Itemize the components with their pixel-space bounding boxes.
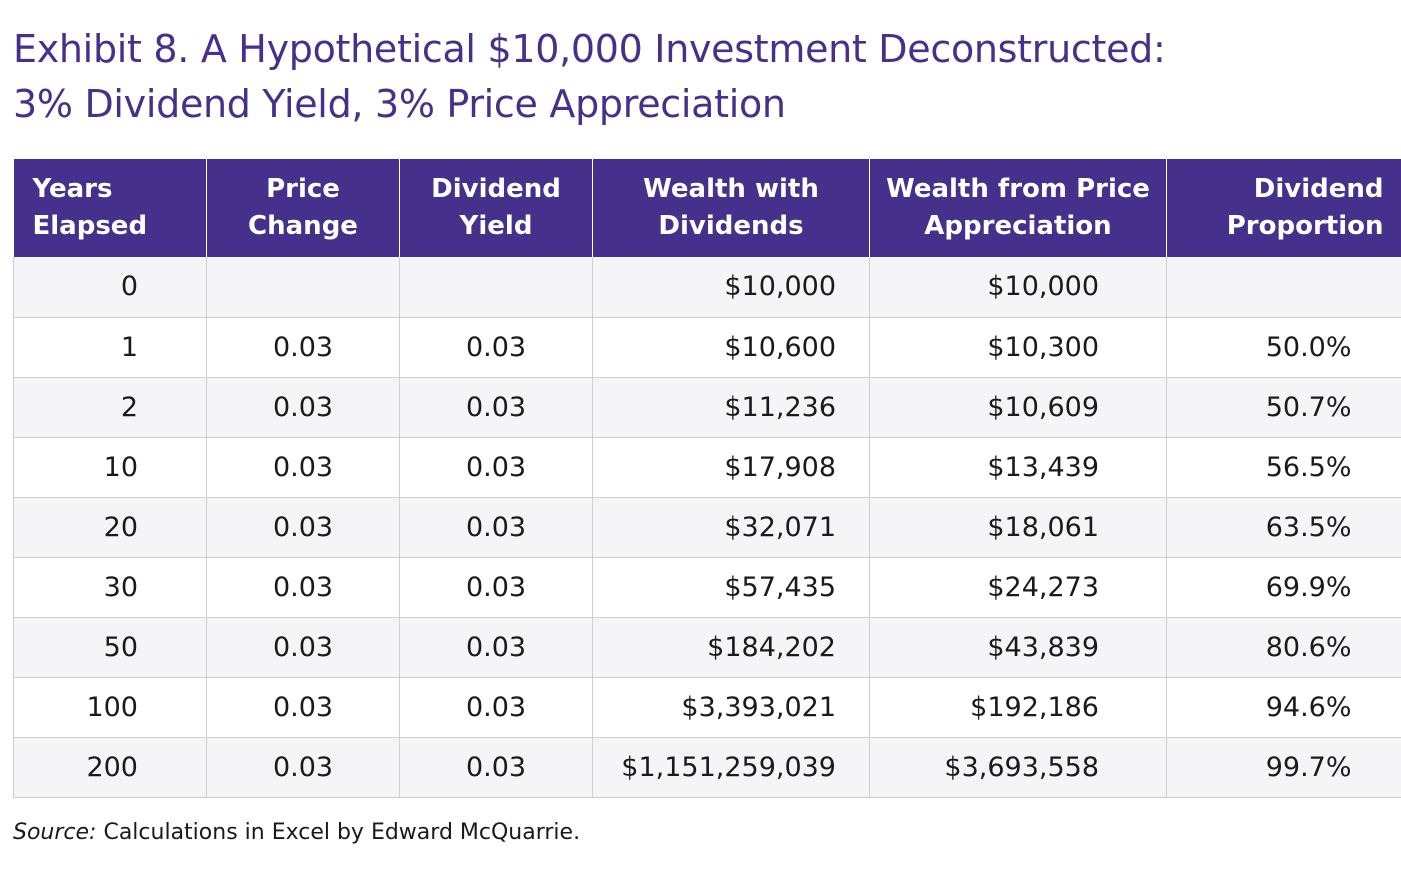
wealth-with-dividends-cell: $32,071 — [592, 497, 870, 558]
years-elapsed-cell: 30 — [13, 557, 207, 618]
dividend-yield-cell: 0.03 — [399, 737, 593, 798]
table-row: 200 0.03 0.03 $1,151,259,039 $3,693,558 99.7% — [13, 737, 1401, 798]
dividend-proportion-cell: 80.6% — [1166, 617, 1401, 678]
dividend-yield-cell: 0.03 — [399, 617, 593, 678]
table-body: 0 $10,000 $10,000 1 0.03 0.03 $10,600 $10,300 50… — [13, 257, 1401, 798]
header-wealth-with-dividends: Wealth with Dividends — [592, 159, 870, 257]
dividend-yield-cell: 0.03 — [399, 437, 593, 498]
table-row: 2 0.03 0.03 $11,236 $10,609 50.7% — [13, 377, 1401, 438]
years-elapsed-cell: 0 — [13, 257, 207, 318]
wealth-from-price-cell: $13,439 — [869, 437, 1167, 498]
price-change-cell: 0.03 — [206, 737, 400, 798]
table-row: 0 $10,000 $10,000 — [13, 257, 1401, 318]
source-note: Source: Calculations in Excel by Edward … — [13, 820, 580, 845]
source-text: Calculations in Excel by Edward McQuarri… — [96, 820, 581, 845]
dividend-proportion-cell: 99.7% — [1166, 737, 1401, 798]
header-dividend-yield: Dividend Yield — [399, 159, 593, 257]
wealth-with-dividends-cell: $57,435 — [592, 557, 870, 618]
price-change-cell — [206, 257, 400, 318]
exhibit-title-line-2: 3% Dividend Yield, 3% Price Appreciation — [13, 82, 786, 126]
years-elapsed-cell: 1 — [13, 317, 207, 378]
price-change-cell: 0.03 — [206, 617, 400, 678]
dividend-proportion-cell: 94.6% — [1166, 677, 1401, 738]
header-wealth-from-price-appreciation: Wealth from Price Appreciation — [869, 159, 1167, 257]
exhibit-title: Exhibit 8. A Hypothetical $10,000 Invest… — [13, 22, 1383, 132]
wealth-from-price-cell: $18,061 — [869, 497, 1167, 558]
table-row: 20 0.03 0.03 $32,071 $18,061 63.5% — [13, 497, 1401, 558]
wealth-with-dividends-cell: $10,000 — [592, 257, 870, 318]
dividend-proportion-cell: 56.5% — [1166, 437, 1401, 498]
wealth-from-price-cell: $3,693,558 — [869, 737, 1167, 798]
price-change-cell: 0.03 — [206, 677, 400, 738]
dividend-yield-cell: 0.03 — [399, 497, 593, 558]
years-elapsed-cell: 10 — [13, 437, 207, 498]
exhibit-title-line-1: Exhibit 8. A Hypothetical $10,000 Invest… — [13, 27, 1166, 71]
years-elapsed-cell: 20 — [13, 497, 207, 558]
wealth-with-dividends-cell: $1,151,259,039 — [592, 737, 870, 798]
table-row: 30 0.03 0.03 $57,435 $24,273 69.9% — [13, 557, 1401, 618]
price-change-cell: 0.03 — [206, 557, 400, 618]
wealth-from-price-cell: $43,839 — [869, 617, 1167, 678]
dividend-proportion-cell: 69.9% — [1166, 557, 1401, 618]
dividend-yield-cell: 0.03 — [399, 557, 593, 618]
dividend-yield-cell — [399, 257, 593, 318]
wealth-from-price-cell: $10,000 — [869, 257, 1167, 318]
wealth-with-dividends-cell: $3,393,021 — [592, 677, 870, 738]
dividend-proportion-cell: 50.7% — [1166, 377, 1401, 438]
price-change-cell: 0.03 — [206, 377, 400, 438]
years-elapsed-cell: 200 — [13, 737, 207, 798]
table-row: 50 0.03 0.03 $184,202 $43,839 80.6% — [13, 617, 1401, 678]
header-row: Years Elapsed Price Change Dividend Yiel… — [13, 159, 1401, 257]
table-row: 1 0.03 0.03 $10,600 $10,300 50.0% — [13, 317, 1401, 378]
dividend-proportion-cell: 50.0% — [1166, 317, 1401, 378]
investment-table: Years Elapsed Price Change Dividend Yiel… — [13, 159, 1401, 798]
price-change-cell: 0.03 — [206, 317, 400, 378]
wealth-from-price-cell: $10,609 — [869, 377, 1167, 438]
years-elapsed-cell: 50 — [13, 617, 207, 678]
wealth-with-dividends-cell: $10,600 — [592, 317, 870, 378]
source-label: Source: — [13, 820, 97, 845]
price-change-cell: 0.03 — [206, 437, 400, 498]
wealth-with-dividends-cell: $11,236 — [592, 377, 870, 438]
header-years-elapsed: Years Elapsed — [32, 174, 148, 241]
table-header: Years Elapsed Price Change Dividend Yiel… — [13, 159, 1401, 257]
dividend-proportion-cell — [1166, 257, 1401, 318]
header-dividend-proportion: Dividend Proportion — [1166, 159, 1401, 257]
wealth-from-price-cell: $10,300 — [869, 317, 1167, 378]
table-row: 10 0.03 0.03 $17,908 $13,439 56.5% — [13, 437, 1401, 498]
dividend-yield-cell: 0.03 — [399, 677, 593, 738]
wealth-with-dividends-cell: $17,908 — [592, 437, 870, 498]
wealth-with-dividends-cell: $184,202 — [592, 617, 870, 678]
wealth-from-price-cell: $192,186 — [869, 677, 1167, 738]
price-change-cell: 0.03 — [206, 497, 400, 558]
years-elapsed-cell: 100 — [13, 677, 207, 738]
header-price-change: Price Change — [206, 159, 400, 257]
dividend-yield-cell: 0.03 — [399, 377, 593, 438]
dividend-yield-cell: 0.03 — [399, 317, 593, 378]
table-row: 100 0.03 0.03 $3,393,021 $192,186 94.6% — [13, 677, 1401, 738]
dividend-proportion-cell: 63.5% — [1166, 497, 1401, 558]
wealth-from-price-cell: $24,273 — [869, 557, 1167, 618]
years-elapsed-cell: 2 — [13, 377, 207, 438]
